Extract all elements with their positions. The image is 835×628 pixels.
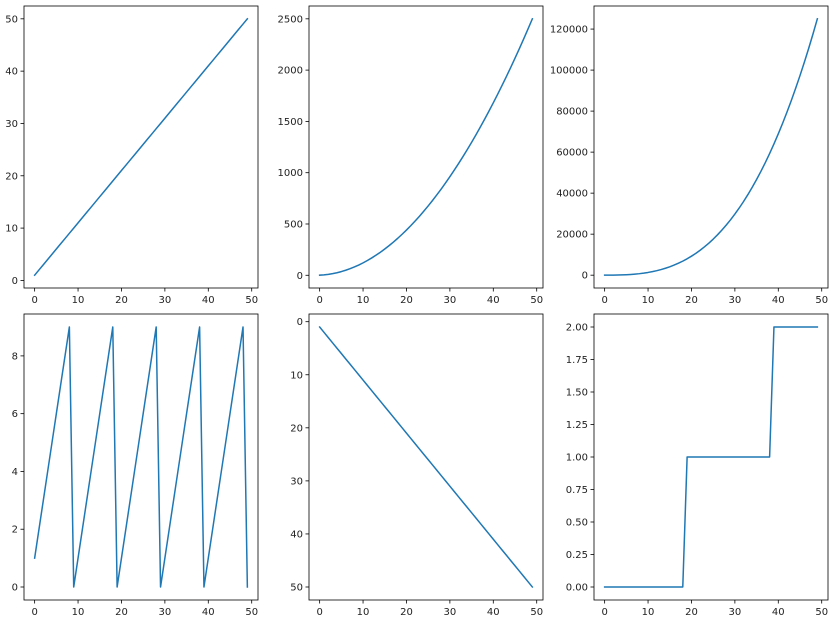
x-tick-label: 20 bbox=[685, 607, 698, 618]
x-tick-label: 20 bbox=[115, 295, 128, 306]
x-tick-label: 30 bbox=[444, 295, 457, 306]
series-line bbox=[603, 326, 819, 588]
y-tick-label: 0.75 bbox=[566, 485, 588, 496]
x-tick-label: 10 bbox=[72, 607, 85, 618]
series-line bbox=[33, 326, 249, 588]
y-tick-label: 80000 bbox=[556, 107, 588, 118]
x-tick-label: 30 bbox=[729, 607, 742, 618]
x-tick-label: 40 bbox=[772, 295, 785, 306]
x-tick-label: 10 bbox=[642, 295, 655, 306]
x-tick-label: 50 bbox=[245, 607, 258, 618]
y-tick-label: 0 bbox=[12, 583, 18, 594]
subplot-4: 0 10 20 30 40 50 0 2 4 6 8 bbox=[12, 313, 259, 618]
x-tick-label: 10 bbox=[357, 295, 370, 306]
y-tick-label: 0.50 bbox=[566, 518, 588, 529]
x-tick-label: 10 bbox=[642, 607, 655, 618]
x-tick-label: 30 bbox=[159, 607, 172, 618]
y-tick-label: 1.50 bbox=[566, 388, 588, 399]
y-tick-label: 100000 bbox=[550, 66, 588, 77]
y-tick-label: 20 bbox=[290, 423, 303, 434]
y-tick-label: 20000 bbox=[556, 230, 588, 241]
y-tick-label: 40 bbox=[5, 67, 18, 78]
y-tick-label: 50 bbox=[290, 583, 303, 594]
x-tick-label: 40 bbox=[487, 607, 500, 618]
y-tick-label: 30 bbox=[5, 119, 18, 130]
subplot-1: 0 10 20 30 40 50 0 10 20 30 40 50 bbox=[5, 5, 259, 306]
x-tick-label: 10 bbox=[72, 295, 85, 306]
axes-frame bbox=[308, 313, 544, 601]
y-tick-label: 20 bbox=[5, 171, 18, 182]
x-tick-label: 40 bbox=[772, 607, 785, 618]
x-tick-label: 40 bbox=[202, 607, 215, 618]
y-tick-label: 120000 bbox=[550, 25, 588, 36]
y-tick-label: 1.25 bbox=[566, 420, 588, 431]
x-tick-label: 30 bbox=[159, 295, 172, 306]
x-tick-label: 50 bbox=[530, 295, 543, 306]
y-tick-label: 0.25 bbox=[566, 550, 588, 561]
subplot-3: 0 10 20 30 40 50 0 20000 40000 60000 80000 100000 12… bbox=[550, 5, 829, 306]
y-tick-label: 0 bbox=[297, 271, 303, 282]
x-tick-label: 0 bbox=[316, 607, 322, 618]
y-tick-label: 40 bbox=[290, 529, 303, 540]
y-tick-label: 0 bbox=[582, 271, 588, 282]
axes-frame bbox=[23, 5, 259, 289]
y-tick-label: 500 bbox=[284, 219, 303, 230]
y-tick-label: 4 bbox=[12, 467, 18, 478]
x-tick-label: 0 bbox=[316, 295, 322, 306]
series-line bbox=[603, 17, 819, 276]
series-line bbox=[33, 17, 249, 277]
y-tick-label: 50 bbox=[5, 14, 18, 25]
series-line bbox=[318, 325, 534, 589]
y-tick-label: 1.00 bbox=[566, 453, 588, 464]
x-tick-label: 50 bbox=[815, 607, 828, 618]
x-tick-label: 20 bbox=[685, 295, 698, 306]
x-tick-label: 10 bbox=[357, 607, 370, 618]
x-tick-label: 0 bbox=[31, 295, 37, 306]
x-tick-label: 0 bbox=[31, 607, 37, 618]
y-tick-label: 1000 bbox=[278, 168, 303, 179]
y-tick-label: 0 bbox=[12, 276, 18, 287]
axes-frame bbox=[23, 313, 259, 601]
y-tick-label: 0.00 bbox=[566, 583, 588, 594]
y-tick-label: 60000 bbox=[556, 148, 588, 159]
axes-frame bbox=[593, 5, 829, 289]
y-tick-label: 1.75 bbox=[566, 355, 588, 366]
y-tick-label: 2 bbox=[12, 525, 18, 536]
x-tick-label: 20 bbox=[115, 607, 128, 618]
subplot-6: 0 10 20 30 40 50 0.00 0.25 0.50 0.75 1.00 1.25 1.50 1… bbox=[566, 313, 829, 618]
y-tick-label: 8 bbox=[12, 351, 18, 362]
x-tick-label: 40 bbox=[487, 295, 500, 306]
x-tick-label: 50 bbox=[530, 607, 543, 618]
y-tick-label: 1500 bbox=[278, 117, 303, 128]
x-tick-label: 0 bbox=[601, 295, 607, 306]
x-tick-label: 50 bbox=[815, 295, 828, 306]
y-tick-label: 2000 bbox=[278, 66, 303, 77]
series-line bbox=[318, 17, 534, 276]
y-tick-label: 0 bbox=[297, 317, 303, 328]
x-tick-label: 50 bbox=[245, 295, 258, 306]
x-tick-label: 0 bbox=[601, 607, 607, 618]
x-tick-label: 40 bbox=[202, 295, 215, 306]
y-tick-label: 2.00 bbox=[566, 323, 588, 334]
subplot-5: 0 10 20 30 40 50 0 10 20 30 40 50 bbox=[290, 313, 544, 618]
axes-frame bbox=[308, 5, 544, 289]
x-tick-label: 30 bbox=[444, 607, 457, 618]
y-tick-label: 10 bbox=[290, 370, 303, 381]
y-tick-label: 2500 bbox=[278, 14, 303, 25]
x-tick-label: 20 bbox=[400, 607, 413, 618]
y-tick-label: 6 bbox=[12, 409, 18, 420]
y-tick-label: 40000 bbox=[556, 189, 588, 200]
y-tick-label: 10 bbox=[5, 224, 18, 235]
x-tick-label: 30 bbox=[729, 295, 742, 306]
y-tick-label: 30 bbox=[290, 476, 303, 487]
x-tick-label: 20 bbox=[400, 295, 413, 306]
